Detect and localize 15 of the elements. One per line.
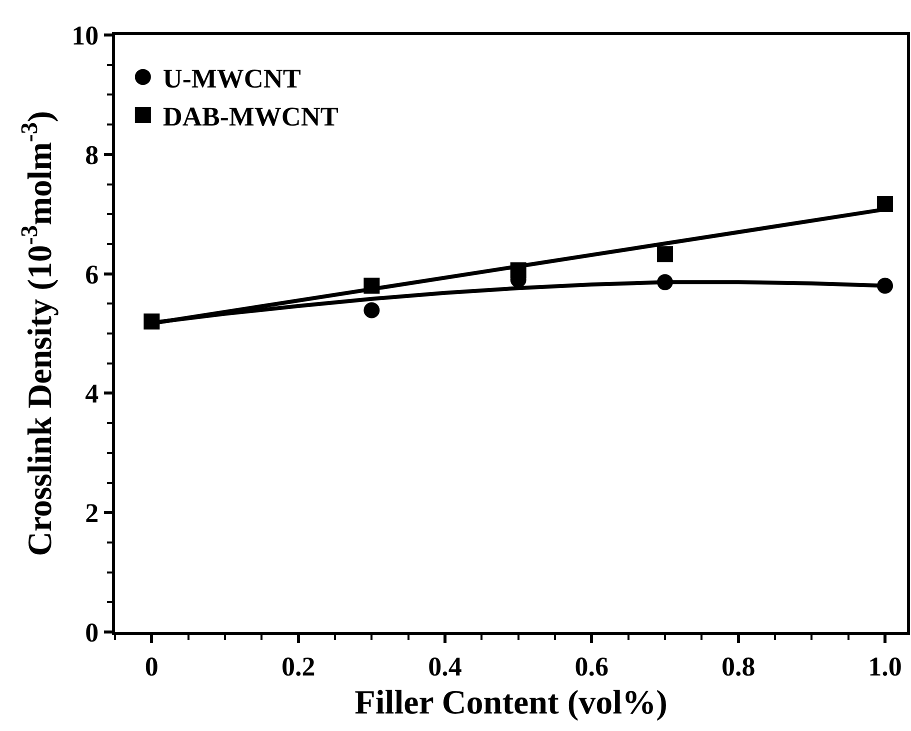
x-tick-label: 0.8 [721,651,756,682]
y-tick-label: 8 [85,140,99,170]
y-tick-label: 6 [85,259,99,290]
y-tick-label: 0 [85,617,99,648]
y-tick-label: 2 [85,498,99,528]
x-tick-label: 0.2 [281,651,316,682]
legend-label: DAB-MWCNT [162,102,338,132]
x-tick-label: 0 [144,651,158,682]
x-tick-label: 1.0 [868,651,902,682]
y-tick-label: 4 [85,378,99,409]
y-tick-label: 10 [72,20,99,50]
legend-label: U-MWCNT [162,63,301,94]
x-tick-label: 0.4 [428,651,462,682]
x-axis-title: Filler Content (vol%) [354,684,668,722]
x-tick-label: 0.6 [574,651,609,682]
